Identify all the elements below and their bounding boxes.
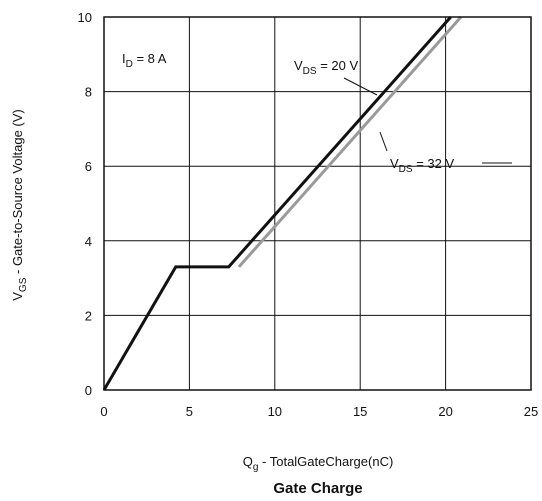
x-tick-label: 20 bbox=[438, 404, 452, 419]
series-layer bbox=[102, 16, 463, 391]
x-axis-label: Qg - TotalGateCharge(nC) bbox=[243, 454, 394, 473]
series-label-vds-20: VDS = 20 V bbox=[294, 58, 358, 77]
y-tick-label: 4 bbox=[85, 234, 92, 249]
series-line-vds-32-v bbox=[237, 16, 463, 268]
x-tick-label: 25 bbox=[524, 404, 538, 419]
series-pointer-vds-32 bbox=[379, 131, 388, 152]
y-tick-label: 2 bbox=[85, 308, 92, 323]
plot-frame bbox=[103, 16, 532, 391]
y-tick-label: 6 bbox=[85, 159, 92, 174]
chart-title: Gate Charge bbox=[273, 480, 362, 497]
x-tick-labels: 0 5 10 15 20 25 bbox=[100, 404, 538, 419]
x-tick-label: 5 bbox=[186, 404, 193, 419]
y-axis-label: VGS - Gate-to-Source Voltage (V) bbox=[10, 109, 29, 300]
series-label-vds-32: VDS = 32 V bbox=[390, 156, 454, 175]
y-tick-label: 0 bbox=[85, 383, 92, 398]
y-tick-label: 10 bbox=[78, 10, 92, 25]
x-tick-label: 15 bbox=[353, 404, 367, 419]
condition-label: ID = 8 A bbox=[122, 51, 167, 70]
x-tick-label: 10 bbox=[268, 404, 282, 419]
y-tick-label: 8 bbox=[85, 85, 92, 100]
y-tick-labels: 0 2 4 6 8 10 bbox=[78, 10, 92, 398]
series-line-vds-20-v bbox=[102, 16, 452, 391]
series-pointer-vds-20 bbox=[343, 77, 378, 96]
x-tick-label: 0 bbox=[100, 404, 107, 419]
